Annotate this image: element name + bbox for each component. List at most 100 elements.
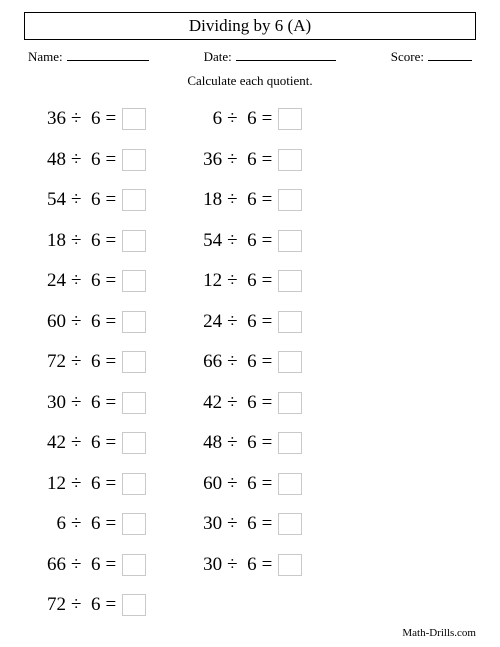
score-label: Score:: [391, 49, 424, 65]
dividend: 36: [194, 149, 222, 171]
division-problem: 48÷6=: [38, 140, 146, 181]
answer-box[interactable]: [122, 149, 146, 171]
division-sign: ÷: [222, 270, 242, 292]
answer-box[interactable]: [122, 392, 146, 414]
name-underline[interactable]: [67, 48, 149, 61]
equals-sign: =: [257, 351, 279, 373]
dividend: 36: [38, 108, 66, 130]
answer-box[interactable]: [122, 189, 146, 211]
division-sign: ÷: [222, 311, 242, 333]
divisor: 6: [243, 351, 257, 373]
dividend: 18: [38, 230, 66, 252]
dividend: 48: [194, 432, 222, 454]
equals-sign: =: [100, 189, 122, 211]
equals-sign: =: [100, 432, 122, 454]
division-problem: 6÷6=: [194, 99, 302, 140]
division-problem: 66÷6=: [194, 342, 302, 383]
answer-box[interactable]: [122, 351, 146, 373]
answer-box[interactable]: [122, 513, 146, 535]
division-sign: ÷: [66, 230, 86, 252]
answer-box[interactable]: [122, 311, 146, 333]
division-problem: 24÷6=: [38, 261, 146, 302]
dividend: 18: [194, 189, 222, 211]
division-problem: 42÷6=: [38, 423, 146, 464]
divisor: 6: [243, 554, 257, 576]
dividend: 54: [38, 189, 66, 211]
equals-sign: =: [257, 473, 279, 495]
dividend: 24: [38, 270, 66, 292]
division-problem: 24÷6=: [194, 302, 302, 343]
equals-sign: =: [257, 270, 279, 292]
division-sign: ÷: [66, 594, 86, 616]
division-problem: 30÷6=: [194, 545, 302, 586]
division-problem: 48÷6=: [194, 423, 302, 464]
divisor: 6: [86, 554, 100, 576]
equals-sign: =: [257, 108, 279, 130]
score-underline[interactable]: [428, 48, 472, 61]
answer-box[interactable]: [278, 473, 302, 495]
equals-sign: =: [100, 230, 122, 252]
division-sign: ÷: [222, 351, 242, 373]
dividend: 60: [38, 311, 66, 333]
dividend: 42: [194, 392, 222, 414]
divisor: 6: [86, 108, 100, 130]
division-sign: ÷: [66, 351, 86, 373]
equals-sign: =: [100, 270, 122, 292]
dividend: 66: [38, 554, 66, 576]
answer-box[interactable]: [122, 554, 146, 576]
divisor: 6: [86, 189, 100, 211]
divisor: 6: [86, 230, 100, 252]
division-sign: ÷: [66, 270, 86, 292]
division-problem: 30÷6=: [194, 504, 302, 545]
answer-box[interactable]: [278, 392, 302, 414]
division-problem: 36÷6=: [38, 99, 146, 140]
answer-box[interactable]: [278, 351, 302, 373]
dividend: 12: [194, 270, 222, 292]
dividend: 30: [38, 392, 66, 414]
division-sign: ÷: [66, 149, 86, 171]
answer-box[interactable]: [278, 513, 302, 535]
answer-box[interactable]: [278, 189, 302, 211]
division-problem: 72÷6=: [38, 585, 146, 626]
divisor: 6: [243, 432, 257, 454]
answer-box[interactable]: [122, 594, 146, 616]
answer-box[interactable]: [278, 311, 302, 333]
column-right: 6÷6=36÷6=18÷6=54÷6=12÷6=24÷6=66÷6=42÷6=4…: [194, 99, 302, 626]
division-sign: ÷: [222, 392, 242, 414]
answer-box[interactable]: [278, 230, 302, 252]
equals-sign: =: [257, 392, 279, 414]
division-problem: 54÷6=: [194, 221, 302, 262]
division-sign: ÷: [66, 311, 86, 333]
division-sign: ÷: [222, 432, 242, 454]
answer-box[interactable]: [122, 473, 146, 495]
answer-box[interactable]: [122, 108, 146, 130]
division-sign: ÷: [66, 392, 86, 414]
page-title: Dividing by 6 (A): [189, 16, 311, 35]
division-problem: 42÷6=: [194, 383, 302, 424]
divisor: 6: [243, 392, 257, 414]
answer-box[interactable]: [278, 432, 302, 454]
dividend: 48: [38, 149, 66, 171]
info-row: Name: Date: Score:: [24, 48, 476, 65]
answer-box[interactable]: [278, 149, 302, 171]
division-sign: ÷: [222, 108, 242, 130]
answer-box[interactable]: [122, 432, 146, 454]
equals-sign: =: [100, 513, 122, 535]
dividend: 60: [194, 473, 222, 495]
answer-box[interactable]: [278, 108, 302, 130]
divisor: 6: [243, 108, 257, 130]
equals-sign: =: [257, 230, 279, 252]
division-sign: ÷: [66, 554, 86, 576]
answer-box[interactable]: [278, 270, 302, 292]
divisor: 6: [86, 513, 100, 535]
date-underline[interactable]: [236, 48, 336, 61]
name-field: Name:: [28, 48, 149, 65]
answer-box[interactable]: [122, 270, 146, 292]
equals-sign: =: [100, 351, 122, 373]
footer-attribution: Math-Drills.com: [402, 627, 476, 639]
division-problem: 12÷6=: [38, 464, 146, 505]
answer-box[interactable]: [122, 230, 146, 252]
equals-sign: =: [100, 149, 122, 171]
division-sign: ÷: [222, 473, 242, 495]
answer-box[interactable]: [278, 554, 302, 576]
